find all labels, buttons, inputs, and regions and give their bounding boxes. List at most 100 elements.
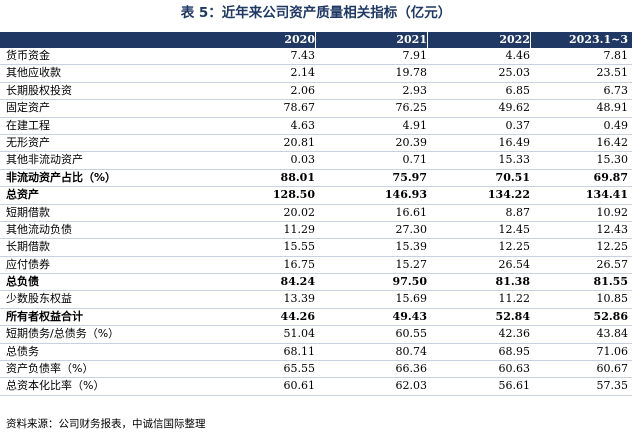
value-cell: 70.51: [495, 170, 530, 184]
column-header-2020: 2020: [284, 33, 315, 46]
row-label: 其他应收款: [6, 66, 61, 80]
value-cell: 66.36: [395, 362, 428, 376]
row-label: 总资产: [6, 188, 39, 202]
value-cell: 16.61: [395, 205, 428, 219]
value-cell: 6.85: [505, 83, 531, 97]
row-label: 非流动资产占比（%）: [6, 170, 117, 184]
value-cell: 68.11: [283, 344, 316, 358]
value-cell: 16.75: [283, 257, 316, 271]
table-row: 非流动资产占比（%） 88.01 75.97 70.51 69.87: [0, 170, 632, 188]
value-cell: 0.37: [505, 118, 531, 132]
value-cell: 146.93: [384, 188, 427, 202]
value-cell: 43.84: [596, 327, 629, 341]
value-cell: 68.95: [498, 344, 531, 358]
source-note: 资料来源：公司财务报表，中诚信国际整理: [6, 418, 206, 430]
value-cell: 12.25: [498, 240, 531, 254]
value-cell: 134.41: [585, 188, 628, 202]
value-cell: 26.54: [498, 257, 531, 271]
row-label: 其他非流动资产: [6, 153, 83, 167]
row-label: 长期借款: [6, 240, 50, 254]
value-cell: 12.45: [498, 222, 531, 236]
table-row: 总负债 84.24 97.50 81.38 81.55: [0, 274, 632, 292]
row-label: 短期债务/总债务（%）: [6, 327, 120, 341]
value-cell: 51.04: [283, 327, 316, 341]
table-row: 其他非流动资产 0.03 0.71 15.33 15.30: [0, 152, 632, 170]
value-cell: 16.42: [596, 135, 629, 149]
value-cell: 81.55: [593, 275, 628, 289]
header-divider: [427, 32, 428, 48]
row-label: 总负债: [6, 275, 39, 289]
row-label: 无形资产: [6, 135, 50, 149]
row-label: 其他流动负债: [6, 222, 72, 236]
value-cell: 52.86: [593, 309, 628, 323]
column-header-2023q1-3: 2023.1~3: [569, 33, 628, 46]
value-cell: 16.49: [498, 135, 531, 149]
table-row: 短期借款 20.02 16.61 8.87 10.92: [0, 205, 632, 222]
value-cell: 15.39: [395, 240, 428, 254]
table-row: 应付债券 16.75 15.27 26.54 26.57: [0, 257, 632, 275]
table-row: 长期借款 15.55 15.39 12.25 12.25: [0, 239, 632, 257]
value-cell: 65.55: [283, 362, 316, 376]
value-cell: 7.43: [290, 49, 316, 62]
value-cell: 13.39: [283, 292, 316, 306]
header-divider: [315, 32, 316, 48]
row-label: 应付债券: [6, 257, 50, 271]
row-label: 总资本化比率（%）: [6, 379, 105, 393]
table-row: 货币资金 7.43 7.91 4.46 7.81: [0, 48, 632, 66]
header-divider: [530, 32, 531, 48]
value-cell: 48.91: [596, 101, 629, 115]
table-row: 总资本化比率（%） 60.61 62.03 56.61 57.35: [0, 378, 632, 396]
table-row: 其他应收款 2.14 19.78 25.03 23.51: [0, 65, 632, 83]
table-row: 无形资产 20.81 20.39 16.49 16.42: [0, 135, 632, 153]
table-row: 所有者权益合计 44.26 49.43 52.84 52.86: [0, 309, 632, 327]
table-body: 货币资金 7.43 7.91 4.46 7.81 其他应收款 2.14 19.78 25.03 2…: [0, 48, 632, 396]
value-cell: 69.87: [593, 170, 628, 184]
row-label: 固定资产: [6, 101, 50, 115]
value-cell: 49.43: [392, 309, 427, 323]
value-cell: 128.50: [272, 188, 315, 202]
row-label: 在建工程: [6, 118, 50, 132]
row-label: 货币资金: [6, 49, 50, 62]
value-cell: 60.61: [283, 379, 316, 393]
row-label: 少数股东权益: [6, 292, 72, 306]
value-cell: 81.38: [495, 275, 530, 289]
value-cell: 2.14: [290, 66, 316, 80]
value-cell: 26.57: [596, 257, 629, 271]
value-cell: 60.63: [498, 362, 531, 376]
table-row: 少数股东权益 13.39 15.69 11.22 10.85: [0, 291, 632, 309]
row-label: 长期股权投资: [6, 83, 72, 97]
value-cell: 0.49: [603, 118, 629, 132]
value-cell: 49.62: [498, 101, 531, 115]
value-cell: 84.24: [280, 275, 315, 289]
column-header-2022: 2022: [499, 33, 530, 46]
table-row: 资产负债率（%） 65.55 66.36 60.63 60.67: [0, 361, 632, 379]
value-cell: 44.26: [280, 309, 315, 323]
row-label: 所有者权益合计: [6, 309, 83, 323]
value-cell: 80.74: [395, 344, 428, 358]
value-cell: 75.97: [392, 170, 427, 184]
value-cell: 15.30: [596, 153, 629, 167]
table-row: 固定资产 78.67 76.25 49.62 48.91: [0, 100, 632, 118]
value-cell: 60.55: [395, 327, 428, 341]
value-cell: 2.06: [290, 83, 316, 97]
value-cell: 12.43: [596, 222, 629, 236]
value-cell: 20.39: [395, 135, 428, 149]
table-row: 长期股权投资 2.06 2.93 6.85 6.73: [0, 83, 632, 101]
value-cell: 11.22: [498, 292, 531, 306]
table-row: 在建工程 4.63 4.91 0.37 0.49: [0, 118, 632, 135]
value-cell: 8.87: [505, 205, 531, 219]
column-header-2021: 2021: [396, 33, 427, 46]
value-cell: 52.84: [495, 309, 530, 323]
value-cell: 0.03: [290, 153, 316, 167]
value-cell: 62.03: [395, 379, 428, 393]
value-cell: 78.67: [283, 101, 316, 115]
value-cell: 20.81: [283, 135, 316, 149]
value-cell: 6.73: [603, 83, 629, 97]
value-cell: 19.78: [395, 66, 428, 80]
value-cell: 42.36: [498, 327, 531, 341]
value-cell: 88.01: [280, 170, 315, 184]
table-row: 短期债务/总债务（%） 51.04 60.55 42.36 43.84: [0, 326, 632, 344]
value-cell: 60.67: [596, 362, 629, 376]
value-cell: 11.29: [283, 222, 316, 236]
value-cell: 27.30: [395, 222, 428, 236]
